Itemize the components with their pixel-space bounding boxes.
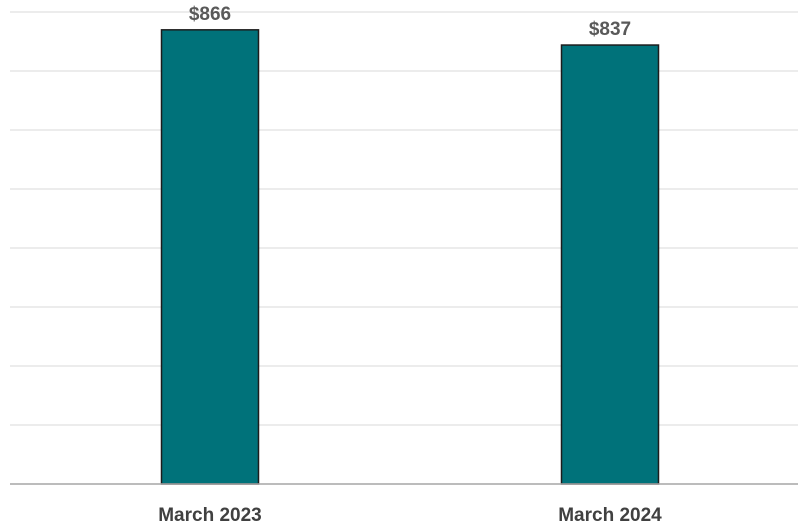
- bar-1: [160, 29, 260, 485]
- data-labels: $866 $837: [189, 4, 631, 40]
- x-tick-label-1: March 2023: [158, 505, 262, 526]
- bars: [160, 29, 660, 485]
- bar-2: [560, 44, 660, 485]
- data-label-1: $866: [189, 4, 231, 25]
- gridlines: [10, 11, 798, 426]
- x-tick-label-2: March 2024: [558, 505, 662, 526]
- x-tick-labels: March 2023 March 2024: [158, 505, 662, 526]
- data-label-2: $837: [589, 19, 631, 40]
